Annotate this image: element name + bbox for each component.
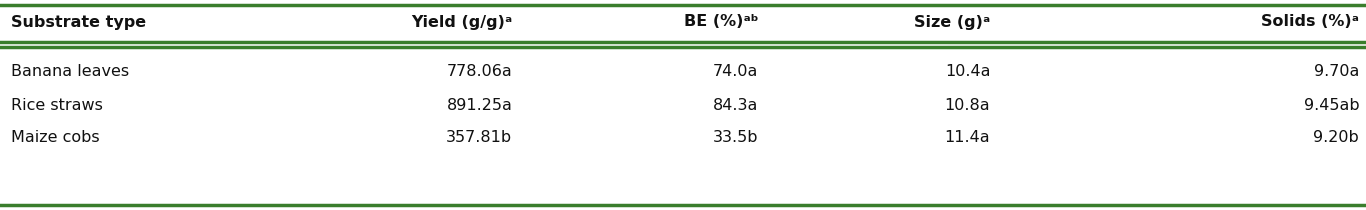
- Text: 74.0a: 74.0a: [713, 64, 758, 80]
- Text: 10.8a: 10.8a: [945, 97, 990, 113]
- Text: 9.20b: 9.20b: [1314, 130, 1359, 146]
- Text: 357.81b: 357.81b: [447, 130, 512, 146]
- Text: Maize cobs: Maize cobs: [11, 130, 100, 146]
- Text: Size (g)ᵃ: Size (g)ᵃ: [914, 14, 990, 29]
- Text: Substrate type: Substrate type: [11, 14, 146, 29]
- Text: 10.4a: 10.4a: [945, 64, 990, 80]
- Text: 778.06a: 778.06a: [447, 64, 512, 80]
- Text: BE (%)ᵃᵇ: BE (%)ᵃᵇ: [683, 14, 758, 29]
- Text: 891.25a: 891.25a: [447, 97, 512, 113]
- Text: 9.45ab: 9.45ab: [1303, 97, 1359, 113]
- Text: Banana leaves: Banana leaves: [11, 64, 128, 80]
- Text: Yield (g/g)ᵃ: Yield (g/g)ᵃ: [411, 14, 512, 29]
- Text: 84.3a: 84.3a: [713, 97, 758, 113]
- Text: 11.4a: 11.4a: [945, 130, 990, 146]
- Text: 33.5b: 33.5b: [713, 130, 758, 146]
- Text: Rice straws: Rice straws: [11, 97, 102, 113]
- Text: 9.70a: 9.70a: [1314, 64, 1359, 80]
- Text: Solids (%)ᵃ: Solids (%)ᵃ: [1261, 14, 1359, 29]
